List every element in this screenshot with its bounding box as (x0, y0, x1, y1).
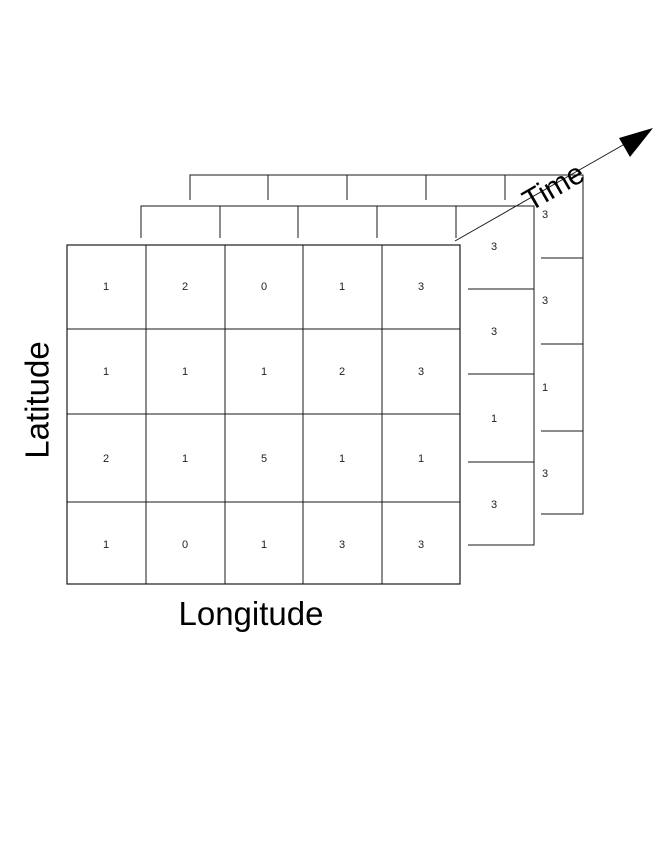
middle-cell-value: 3 (491, 499, 497, 511)
grid-cell-value: 5 (261, 453, 267, 465)
longitude-axis-label: Longitude (179, 595, 324, 632)
back-cell-value: 3 (542, 468, 548, 480)
latitude-axis-label: Latitude (19, 341, 56, 458)
grid-cell-value: 3 (418, 281, 424, 293)
back-layer-values: 3 3 1 3 (542, 209, 548, 480)
grid-cell-value: 1 (339, 281, 345, 293)
back-cell-value: 3 (542, 295, 548, 307)
grid-cell-value: 1 (261, 539, 267, 551)
grid-cell-value: 0 (261, 281, 267, 293)
back-layer: 3 3 1 3 (189, 174, 584, 515)
front-layer: 1 2 0 1 3 1 1 1 2 3 2 1 5 1 1 1 0 1 3 3 (66, 244, 461, 585)
middle-layer-values: 3 3 1 3 (491, 241, 497, 511)
grid-cell-value: 1 (261, 366, 267, 378)
grid-cell-value: 3 (418, 539, 424, 551)
time-arrowhead-icon (619, 128, 653, 157)
grid-cell-value: 2 (182, 281, 188, 293)
middle-layer: 3 3 1 3 (140, 205, 535, 546)
grid-cell-value: 2 (103, 453, 109, 465)
time-axis-label: Time (517, 157, 590, 218)
grid-cell-value: 1 (103, 281, 109, 293)
grid-cell-value: 1 (103, 366, 109, 378)
middle-cell-value: 3 (491, 241, 497, 253)
grid-cell-value: 3 (339, 539, 345, 551)
middle-cell-value: 3 (491, 326, 497, 338)
grid-cell-value: 1 (182, 453, 188, 465)
grid-cell-value: 2 (339, 366, 345, 378)
grid-cell-value: 0 (182, 539, 188, 551)
middle-cell-value: 1 (491, 413, 497, 425)
grid-cell-value: 1 (103, 539, 109, 551)
front-layer-values: 1 2 0 1 3 1 1 1 2 3 2 1 5 1 1 1 0 1 3 3 (103, 281, 424, 551)
back-cell-value: 3 (542, 209, 548, 221)
back-cell-value: 1 (542, 382, 548, 394)
grid-cell-value: 3 (418, 366, 424, 378)
grid-cell-value: 1 (182, 366, 188, 378)
time-axis: Time (454, 128, 653, 242)
grid-cell-value: 1 (339, 453, 345, 465)
grid-cell-value: 1 (418, 453, 424, 465)
